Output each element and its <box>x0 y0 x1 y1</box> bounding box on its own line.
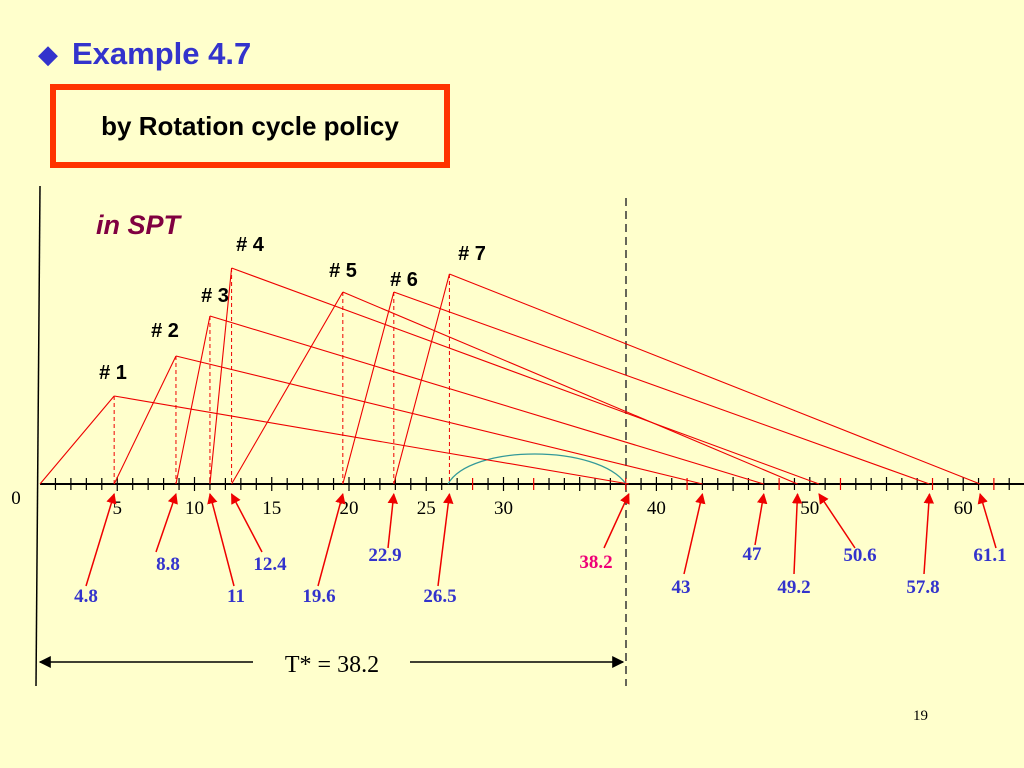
marker-arrow <box>791 492 803 575</box>
subtitle-box: by Rotation cycle policy <box>50 84 450 168</box>
idle-arc <box>447 453 627 485</box>
marker-label: 57.8 <box>906 577 939 598</box>
job-rise-line <box>39 395 115 485</box>
job-label: # 2 <box>151 320 179 342</box>
marker-label: 26.5 <box>423 586 456 607</box>
vertical-axis <box>35 185 41 687</box>
marker-label: 11 <box>227 586 245 607</box>
spt-label: in SPT <box>96 210 183 240</box>
job-rise-line <box>175 315 211 485</box>
job-label: # 4 <box>236 234 265 256</box>
cycle-length-label: T* = 38.2 <box>285 652 379 678</box>
marker-label: 22.9 <box>368 545 401 566</box>
axis-tick-label: 10 <box>185 498 204 519</box>
marker-label: 43 <box>672 577 691 598</box>
axis-tick-label: 60 <box>954 498 973 519</box>
diamond-bullet-icon: ◆ <box>38 39 58 69</box>
job-fall-line <box>393 291 930 485</box>
job-rise-line <box>342 291 395 485</box>
marker-arrow <box>977 492 997 549</box>
marker-arrow <box>683 492 706 575</box>
origin-label: 0 <box>11 488 21 509</box>
marker-arrow <box>818 493 856 549</box>
axis-tick-label: 50 <box>800 498 819 519</box>
marker-label: 38.2 <box>579 552 612 573</box>
job-lines <box>39 267 981 485</box>
marker-arrow <box>155 493 178 553</box>
marker-label: 8.8 <box>156 554 180 575</box>
marker-arrow <box>207 492 235 587</box>
axis-tick-label: 20 <box>340 498 359 519</box>
marker-arrow <box>923 492 935 575</box>
job-fall-line <box>342 291 798 485</box>
marker-arrow <box>387 492 399 549</box>
page-number: 19 <box>913 708 928 724</box>
marker-label: 50.6 <box>843 545 876 566</box>
job-fall-line <box>209 315 764 485</box>
marker-arrow <box>317 492 346 587</box>
marker-label: 49.2 <box>777 577 810 598</box>
job-fall-line <box>231 267 820 485</box>
axis-tick-label: 40 <box>647 498 666 519</box>
job-label: # 7 <box>458 243 486 265</box>
job-rise-line <box>393 273 450 485</box>
job-rise-line <box>231 291 344 485</box>
marker-arrow <box>437 492 454 587</box>
job-label: # 6 <box>390 269 418 291</box>
job-labels: # 1 # 2 # 3 # 4 # 5 # 6 # 7 <box>99 234 486 384</box>
marker-arrow <box>85 492 117 587</box>
job-fall-line <box>449 273 981 485</box>
axis-tick-label: 25 <box>417 498 436 519</box>
marker-arrow <box>230 493 263 553</box>
job-label: # 3 <box>201 285 229 307</box>
axis-tick-label: 5 <box>113 498 123 519</box>
job-label: # 1 <box>99 362 127 384</box>
marker-arrow <box>603 493 630 549</box>
marker-arrow <box>754 492 768 546</box>
time-axis-ticks <box>54 477 1010 491</box>
axis-tick-label: 30 <box>494 498 513 519</box>
job-rise-line <box>113 355 177 485</box>
page-title: Example 4.7 <box>72 36 252 71</box>
axis-tick-labels: 5 10 15 20 25 30 40 50 60 <box>113 498 973 519</box>
marker-label: 47 <box>743 544 763 565</box>
marker-label: 4.8 <box>74 586 98 607</box>
axis-tick-label: 15 <box>262 498 281 519</box>
marker-label: 12.4 <box>253 554 287 575</box>
title-row: ◆ Example 4.7 <box>38 36 251 72</box>
job-fall-line <box>175 355 703 485</box>
job-label: # 5 <box>329 260 357 282</box>
job-rise-line <box>209 267 233 485</box>
marker-label: 61.1 <box>973 545 1006 566</box>
subtitle: by Rotation cycle policy <box>101 110 399 141</box>
marker-label: 19.6 <box>302 586 335 607</box>
completion-markers: 4.8 8.8 11 12.4 19.6 22.9 26.5 38.2 43 47 49.2 50.6… <box>74 492 1007 607</box>
job-fall-line <box>114 395 629 485</box>
